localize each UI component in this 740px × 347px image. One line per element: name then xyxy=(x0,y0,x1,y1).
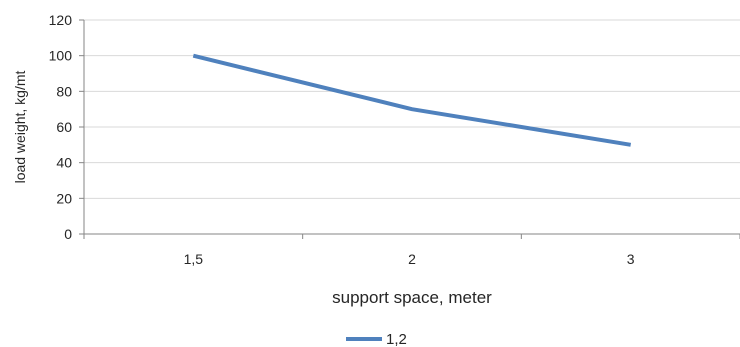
legend-label: 1,2 xyxy=(386,331,407,347)
y-tick-label: 120 xyxy=(49,12,73,28)
y-tick-label: 60 xyxy=(56,119,72,135)
y-tick-label: 80 xyxy=(56,83,72,99)
tick-labels: 0 20 40 60 80 100 120 1,5 2 3 xyxy=(49,12,635,267)
y-tick-label: 40 xyxy=(56,155,72,171)
y-tick-label: 100 xyxy=(49,48,73,64)
x-tick-label: 2 xyxy=(408,251,416,267)
y-tick-label: 20 xyxy=(56,190,72,206)
x-tick-label: 3 xyxy=(627,251,635,267)
y-tick-label: 0 xyxy=(64,226,72,242)
series-line xyxy=(192,53,632,147)
y-axis-title: load weight, kg/mt xyxy=(12,70,28,183)
legend: 1,2 xyxy=(346,331,407,347)
series-lines xyxy=(192,53,632,147)
x-tick-label: 1,5 xyxy=(184,251,204,267)
axes xyxy=(79,19,740,239)
x-axis-title: support space, meter xyxy=(332,288,492,307)
